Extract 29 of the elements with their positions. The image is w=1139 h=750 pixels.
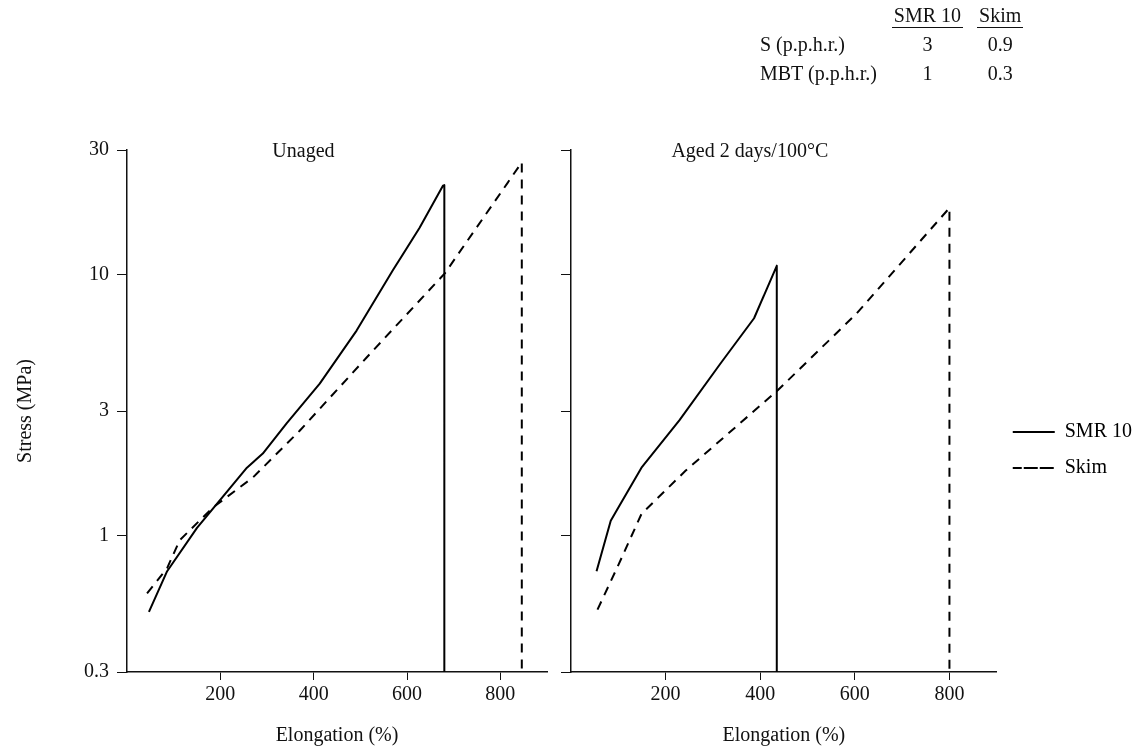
category-label: S (p.p.h.r.) (760, 33, 845, 55)
line-series (146, 161, 523, 672)
x-tick-label: 600 (839, 682, 870, 705)
y-tick-label: 30 (89, 137, 109, 160)
y-axis-title: Stress (MPa) (13, 359, 37, 463)
y-tick-label: 0.3 (84, 659, 109, 682)
y-tick-label: 3 (99, 398, 109, 421)
legend-label: SMR 10 (1064, 419, 1132, 442)
x-tick-label: 200 (205, 682, 236, 705)
x-axis-title: Elongation (%) (275, 723, 399, 747)
category-label: MBT (p.p.h.r.) (760, 62, 877, 84)
category-label: Skim (977, 4, 1024, 28)
chart-title: Unaged (272, 139, 335, 163)
x-tick-label: 200 (650, 682, 681, 705)
x-tick-label: 800 (485, 682, 516, 705)
chart-title: Aged 2 days/100°C (671, 139, 829, 163)
text: 3 (922, 33, 933, 55)
text: 0.9 (987, 33, 1013, 55)
y-tick-label: 10 (89, 261, 109, 284)
x-axis-title: Elongation (%) (722, 723, 846, 747)
category-label: SMR 10 (891, 4, 964, 28)
x-tick-label: 800 (934, 682, 965, 705)
x-tick-label: 600 (392, 682, 422, 705)
y-tick-label: 1 (99, 522, 109, 545)
text: 0.3 (987, 62, 1013, 84)
x-tick-label: 400 (745, 682, 776, 705)
x-tick-label: 400 (298, 682, 329, 705)
text: 1 (922, 62, 933, 84)
legend-label: Skim (1064, 455, 1108, 478)
